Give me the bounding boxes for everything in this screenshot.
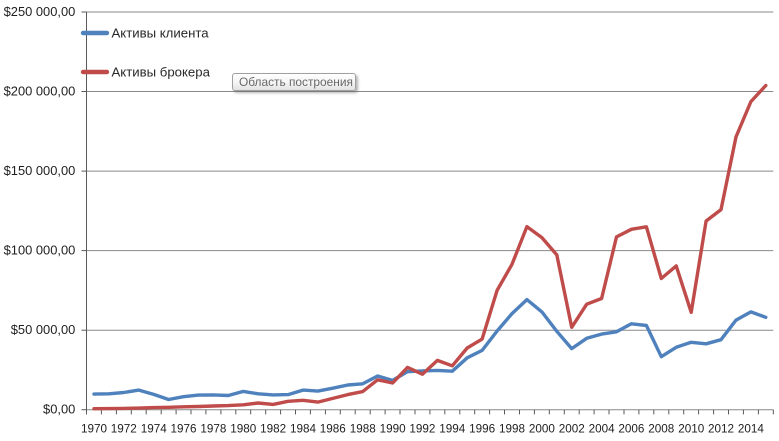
- svg-text:$250 000,00: $250 000,00: [4, 4, 76, 19]
- svg-text:2006: 2006: [618, 423, 644, 436]
- svg-text:2012: 2012: [708, 423, 734, 436]
- svg-text:1992: 1992: [409, 423, 435, 436]
- svg-text:$50 000,00: $50 000,00: [11, 322, 76, 337]
- svg-text:2014: 2014: [738, 423, 765, 436]
- svg-text:2008: 2008: [648, 423, 674, 436]
- svg-text:Активы брокера: Активы брокера: [112, 65, 211, 80]
- svg-text:2004: 2004: [589, 423, 616, 436]
- svg-text:1996: 1996: [469, 423, 495, 436]
- svg-text:1978: 1978: [200, 423, 226, 436]
- svg-text:Активы клиента: Активы клиента: [112, 26, 210, 41]
- svg-text:1984: 1984: [290, 423, 317, 436]
- svg-text:2000: 2000: [529, 423, 556, 436]
- svg-text:1970: 1970: [81, 423, 108, 436]
- svg-text:1986: 1986: [320, 423, 346, 436]
- svg-text:1980: 1980: [230, 423, 257, 436]
- svg-text:2010: 2010: [678, 423, 705, 436]
- svg-text:$100 000,00: $100 000,00: [4, 243, 76, 258]
- svg-text:$150 000,00: $150 000,00: [4, 163, 76, 178]
- svg-text:1990: 1990: [380, 423, 407, 436]
- svg-text:1988: 1988: [350, 423, 376, 436]
- svg-text:1976: 1976: [170, 423, 196, 436]
- svg-text:1982: 1982: [260, 423, 286, 436]
- svg-text:$0,00: $0,00: [43, 402, 75, 417]
- svg-text:1994: 1994: [439, 423, 466, 436]
- svg-text:1998: 1998: [499, 423, 525, 436]
- svg-text:1972: 1972: [111, 423, 137, 436]
- svg-text:1974: 1974: [141, 423, 168, 436]
- svg-text:$200 000,00: $200 000,00: [4, 84, 76, 99]
- svg-text:2002: 2002: [559, 423, 585, 436]
